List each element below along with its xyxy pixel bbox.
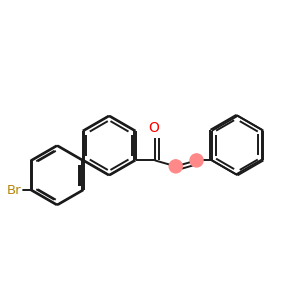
Text: Br: Br <box>7 184 22 196</box>
Circle shape <box>169 160 182 173</box>
Text: O: O <box>148 121 159 135</box>
Circle shape <box>190 154 203 167</box>
